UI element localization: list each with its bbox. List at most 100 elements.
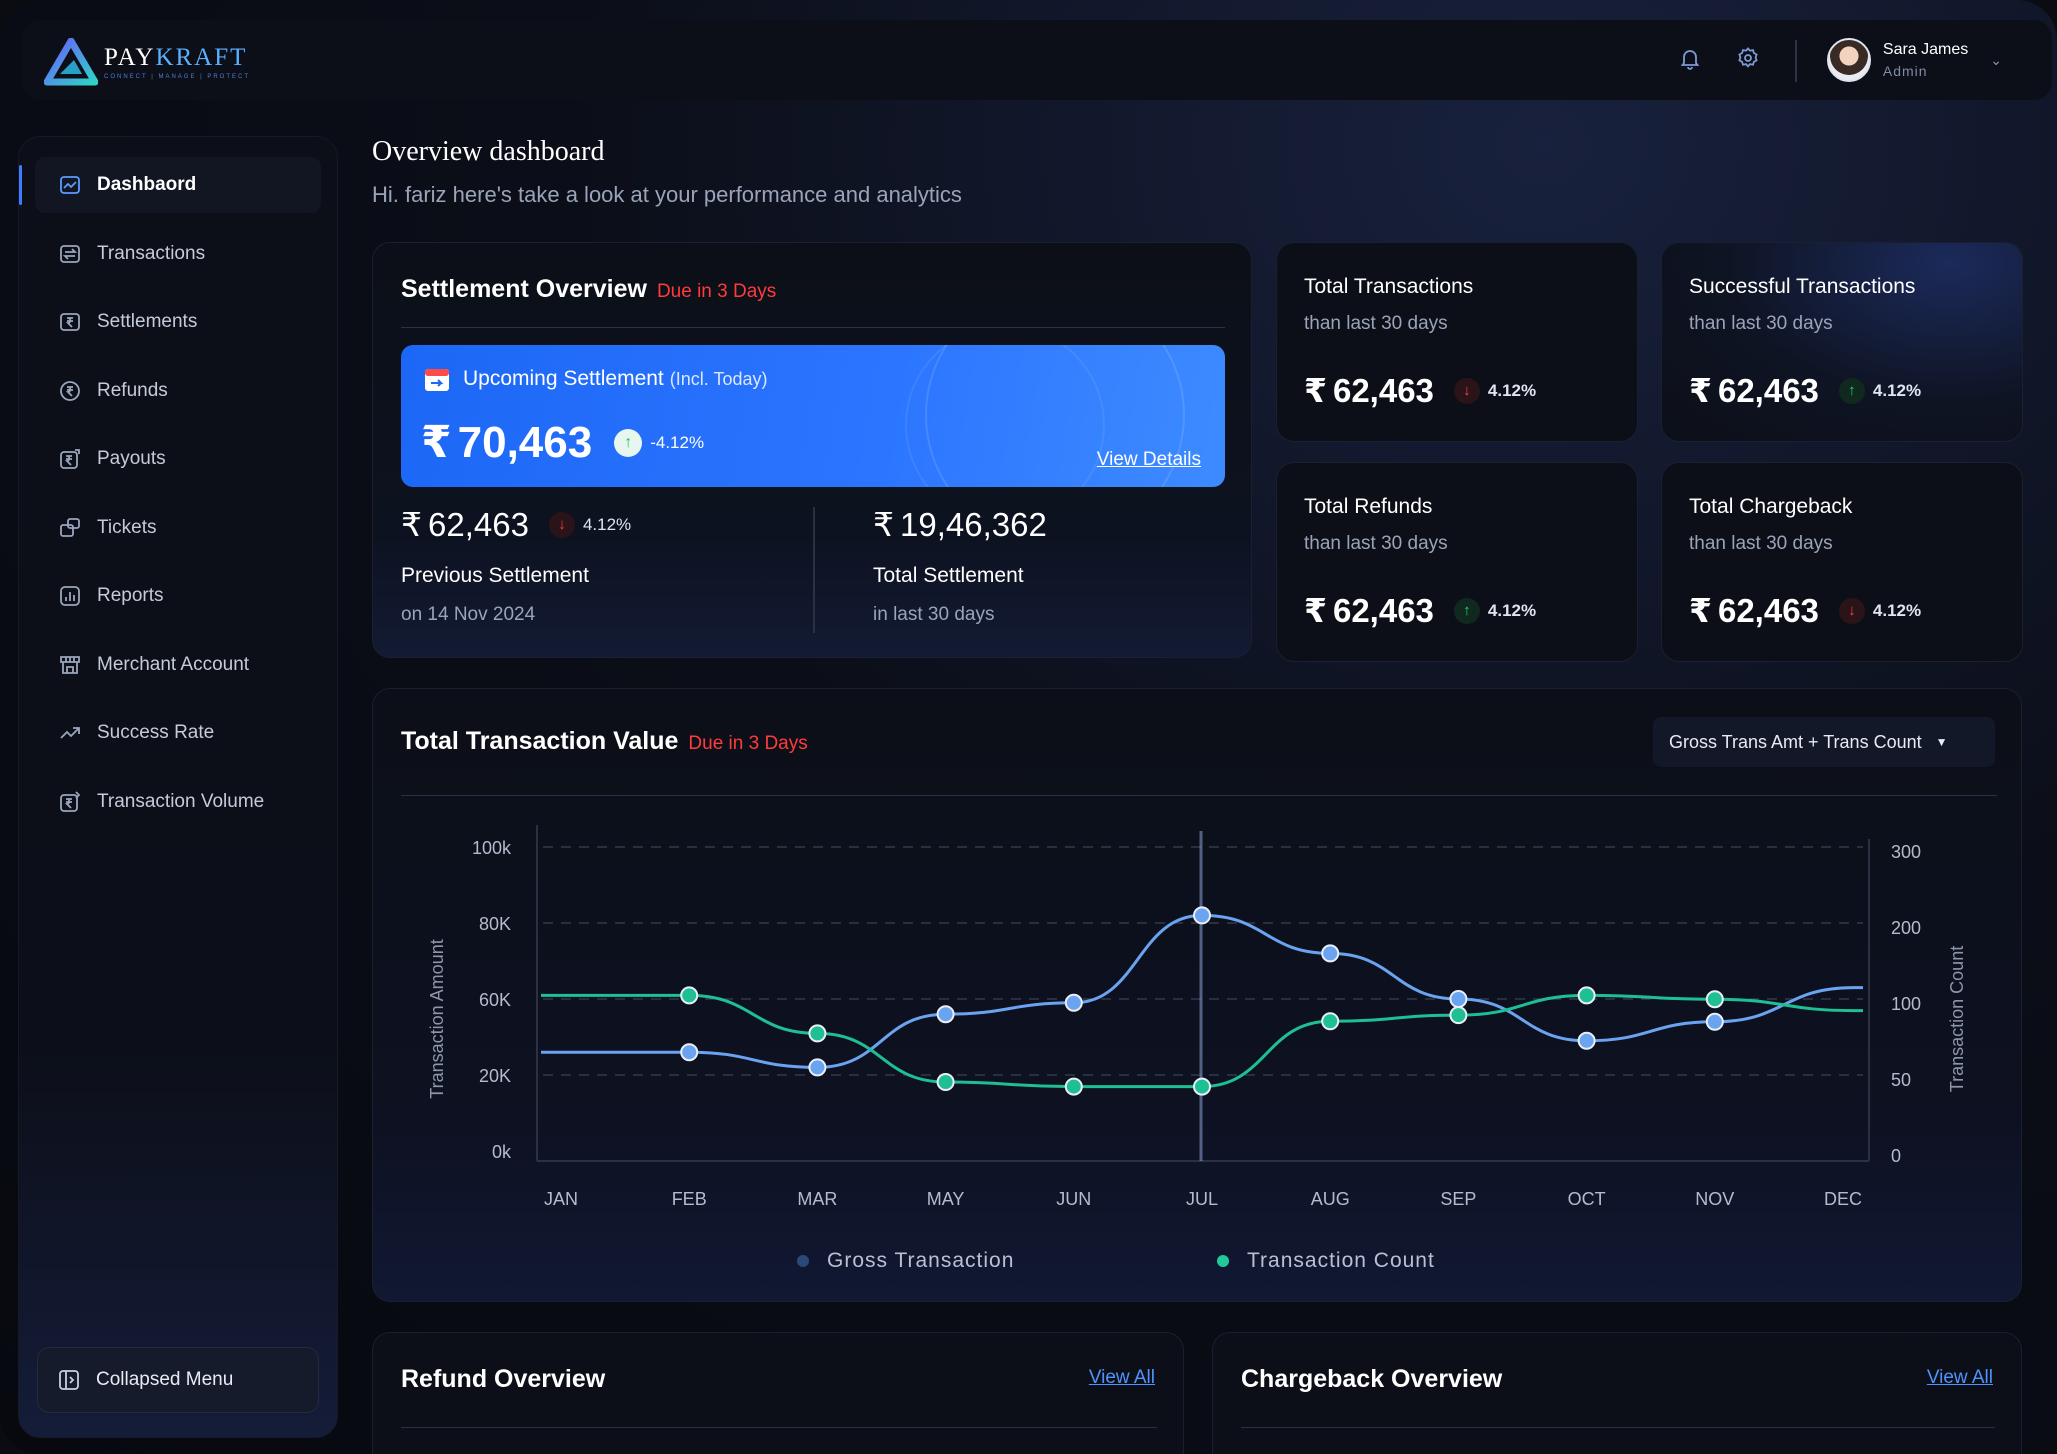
chart-title: Total Transaction Value Due in 3 Days bbox=[401, 727, 808, 755]
data-point bbox=[1193, 906, 1211, 925]
due-badge: Due in 3 Days bbox=[688, 733, 808, 754]
line-chart: 100k 80K 60K 20K 0k 300 200 100 50 0 Transaction A… bbox=[427, 825, 1967, 1209]
x-tick-label: AUG bbox=[1311, 1189, 1350, 1209]
chart-metric-dropdown[interactable]: Gross Trans Amt + Trans Count ▼ bbox=[1653, 717, 1995, 767]
sidebar-item-settlements[interactable]: Settlements bbox=[35, 294, 321, 350]
sidebar-item-label: Dashbaord bbox=[97, 174, 197, 195]
upcoming-label: Upcoming Settlement bbox=[463, 367, 664, 390]
data-point bbox=[1064, 1077, 1083, 1096]
stat-sub: than last 30 days bbox=[1304, 313, 1448, 334]
sidebar-item-label: Tickets bbox=[97, 516, 157, 538]
data-point bbox=[1705, 990, 1724, 1009]
sidebar-collapse-icon bbox=[56, 1367, 82, 1393]
calendar-icon bbox=[425, 369, 449, 391]
transactions-icon bbox=[57, 241, 83, 267]
data-point bbox=[1577, 1031, 1596, 1050]
stat-amount: 62,463 bbox=[1717, 371, 1819, 409]
stat-title: Successful Transactions bbox=[1689, 275, 1916, 298]
total-refunds-card[interactable]: Total Refunds than last 30 days ₹ 62,463… bbox=[1276, 462, 1638, 662]
y-tick-label-left: 20K bbox=[479, 1066, 511, 1086]
refund-overview-title: Refund Overview bbox=[401, 1365, 606, 1393]
arrow-up-icon: ↑ bbox=[1838, 377, 1865, 404]
stat-sub: than last 30 days bbox=[1689, 533, 1833, 554]
bell-icon[interactable] bbox=[1676, 44, 1704, 72]
data-point bbox=[936, 1005, 955, 1024]
stat-amount: 62,463 bbox=[1332, 371, 1434, 409]
sidebar-item-label: Payouts bbox=[97, 448, 166, 469]
brand-logo[interactable]: PAYKRAFT CONNECT | MANAGE | PROTECT bbox=[44, 38, 250, 86]
divider bbox=[1241, 1427, 1995, 1428]
user-menu[interactable]: Sara James Admin ⌄ bbox=[1826, 38, 2002, 82]
legend-item-gross[interactable]: Gross Transaction bbox=[797, 1249, 1014, 1273]
total-chargeback-card[interactable]: Total Chargeback than last 30 days ₹ 62,… bbox=[1661, 462, 2023, 662]
trend-badge: ↑ 4.12% bbox=[1453, 597, 1536, 624]
total-settlement-label: Total Settlement bbox=[873, 564, 1024, 587]
stat-title: Total Chargeback bbox=[1689, 495, 1853, 518]
tickets-icon bbox=[57, 515, 83, 541]
collapse-menu-button[interactable]: Collapsed Menu bbox=[37, 1347, 319, 1413]
upcoming-settlement-panel: Upcoming Settlement (Incl. Today) ₹ 70,4… bbox=[401, 345, 1225, 487]
view-all-link[interactable]: View All bbox=[1088, 1367, 1155, 1388]
sidebar-item-transaction-volume[interactable]: Transaction Volume bbox=[35, 774, 321, 830]
stat-title: Total Refunds bbox=[1304, 495, 1433, 518]
legend-dot bbox=[1217, 1255, 1229, 1267]
y-tick-label-right: 0 bbox=[1891, 1146, 1901, 1166]
data-point bbox=[1449, 1006, 1468, 1025]
sidebar-item-payouts[interactable]: Payouts bbox=[35, 431, 321, 487]
sidebar: Dashbaord Transactions Settlements Refun… bbox=[18, 136, 338, 1438]
x-tick-label: NOV bbox=[1695, 1189, 1734, 1209]
divider bbox=[401, 1427, 1157, 1428]
data-point bbox=[936, 1073, 955, 1092]
data-point bbox=[1321, 1012, 1340, 1031]
successful-transactions-card[interactable]: Successful Transactions than last 30 day… bbox=[1661, 242, 2023, 442]
trend-badge: ↓ 4.12% bbox=[1453, 377, 1536, 404]
previous-settlement-date: on 14 Nov 2024 bbox=[401, 604, 536, 625]
trend-badge: ↓ 4.12% bbox=[548, 511, 631, 538]
arrow-up-icon: ↑ bbox=[1453, 597, 1480, 624]
previous-settlement-label: Previous Settlement bbox=[401, 564, 589, 587]
payouts-icon bbox=[57, 446, 83, 472]
x-tick-label: MAY bbox=[927, 1189, 965, 1209]
chevron-down-icon[interactable]: ⌄ bbox=[1990, 51, 2002, 68]
sidebar-item-refunds[interactable]: Refunds bbox=[35, 363, 321, 419]
page-subtitle: Hi. fariz here's take a look at your per… bbox=[372, 182, 962, 207]
refund-overview-card: Refund Overview View All bbox=[372, 1332, 1184, 1454]
sidebar-item-success-rate[interactable]: Success Rate bbox=[35, 705, 321, 761]
total-settlement-sub: in last 30 days bbox=[873, 604, 995, 625]
top-bar: PAYKRAFT CONNECT | MANAGE | PROTECT Sara… bbox=[22, 20, 2052, 100]
y-axis-label-right: Transaction Count bbox=[1947, 946, 1967, 1092]
sidebar-item-merchant-account[interactable]: Merchant Account bbox=[35, 637, 321, 693]
sidebar-item-reports[interactable]: Reports bbox=[35, 568, 321, 624]
data-point bbox=[680, 986, 699, 1005]
volume-icon bbox=[57, 789, 83, 815]
x-tick-label: DEC bbox=[1824, 1189, 1862, 1209]
x-tick-label: JUN bbox=[1056, 1189, 1091, 1209]
sidebar-item-transactions[interactable]: Transactions bbox=[35, 226, 321, 282]
view-details-link[interactable]: View Details bbox=[1096, 449, 1201, 470]
sidebar-item-label: Settlements bbox=[97, 311, 198, 332]
divider bbox=[813, 507, 815, 633]
sidebar-item-dashboard[interactable]: Dashbaord bbox=[19, 157, 321, 213]
data-point bbox=[1705, 1012, 1724, 1031]
data-point bbox=[1449, 990, 1468, 1008]
stat-title: Total Transactions bbox=[1304, 275, 1474, 298]
y-tick-label-left: 60K bbox=[479, 990, 511, 1010]
view-all-link[interactable]: View All bbox=[1926, 1367, 1993, 1388]
gear-icon[interactable] bbox=[1734, 44, 1762, 72]
avatar bbox=[1826, 38, 1871, 82]
sidebar-item-tickets[interactable]: Tickets bbox=[35, 500, 321, 556]
trend-badge: ↑ 4.12% bbox=[1838, 377, 1921, 404]
data-point bbox=[808, 1024, 827, 1043]
y-tick-label-right: 300 bbox=[1891, 842, 1921, 862]
x-tick-label: JAN bbox=[544, 1189, 578, 1209]
stat-amount: 62,463 bbox=[1332, 591, 1434, 629]
x-tick-label: FEB bbox=[672, 1189, 707, 1209]
stat-amount: 62,463 bbox=[1717, 591, 1819, 629]
y-tick-label-left: 80K bbox=[479, 914, 511, 934]
divider bbox=[401, 795, 1997, 796]
sidebar-item-label: Transaction Volume bbox=[97, 790, 265, 812]
brand-name: PAYKRAFT bbox=[104, 44, 248, 71]
sidebar-item-label: Reports bbox=[97, 585, 164, 606]
legend-item-count[interactable]: Transaction Count bbox=[1217, 1249, 1435, 1273]
total-transactions-card[interactable]: Total Transactions than last 30 days ₹ 6… bbox=[1276, 242, 1638, 442]
